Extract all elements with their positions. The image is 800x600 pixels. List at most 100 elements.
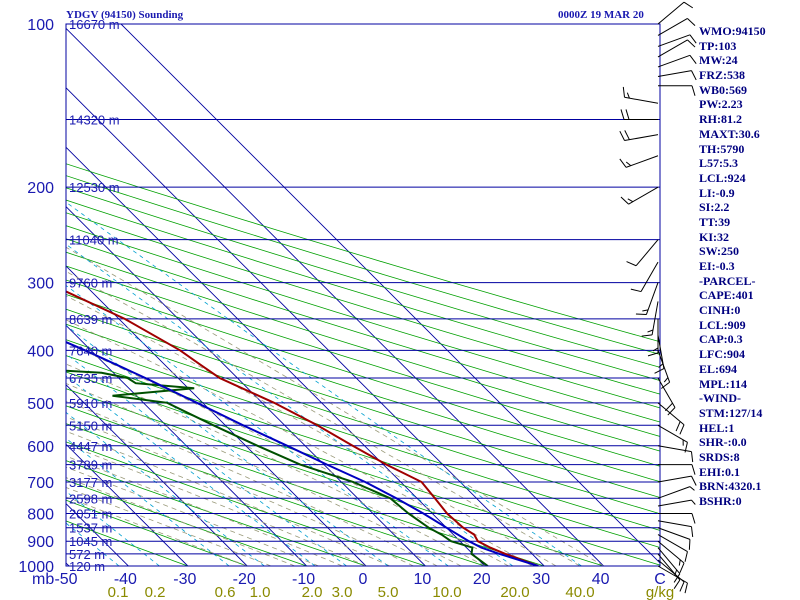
index-row: CAPE:401 (699, 288, 754, 303)
wind-barb-staff (628, 186, 659, 205)
height-label: 3177 m (69, 475, 112, 490)
moist-adiabat-line (66, 363, 485, 566)
wind-barb-staff (657, 499, 692, 507)
height-label: 16670 m (69, 17, 120, 32)
wind-barb (658, 85, 696, 96)
wind-barb-staff (657, 70, 692, 78)
sounding-time: 0000Z 19 MAR 20 (558, 9, 644, 21)
index-row: PW:2.23 (699, 97, 743, 112)
wind-barb-flag (654, 368, 665, 374)
index-row: MW:24 (699, 53, 738, 68)
wind-barb-staff (657, 18, 688, 36)
wind-barb-flag (647, 329, 654, 333)
wind-barb-staff (657, 377, 676, 408)
wind-barb-flag (674, 569, 678, 576)
mixing-ratio-label: 0.6 (215, 584, 236, 600)
wind-barb (657, 553, 681, 589)
index-row: CAP:0.3 (699, 332, 743, 347)
mixing-ratio-label: g/kg (646, 584, 674, 600)
wind-barb-flag (684, 442, 688, 453)
wind-barb-staff (657, 34, 691, 47)
wind-barb-staff (625, 155, 659, 168)
height-label: 9760 m (69, 276, 112, 291)
height-label: 8639 m (69, 312, 112, 327)
wind-barb-flag (691, 70, 697, 81)
wind-barb-staff (640, 261, 659, 292)
wind-barb-flag (641, 334, 653, 337)
wind-barb (657, 445, 694, 463)
wind-barb-flag (630, 288, 642, 293)
temperature-tick-label: -30 (173, 571, 196, 588)
isotherm-line (66, 384, 248, 566)
isotherm-line (66, 324, 307, 566)
index-row: BSHR:0 (699, 494, 742, 508)
wind-barb-flag (689, 34, 697, 44)
moist-adiabat-line (66, 430, 390, 566)
wind-barb (658, 512, 696, 524)
temperature-tick-label: -20 (233, 571, 256, 588)
wind-barb (658, 464, 696, 475)
pressure-tick-label: 200 (27, 180, 54, 197)
pressure-tick-label: 500 (27, 396, 54, 413)
wind-barb-staff (657, 402, 685, 426)
dry-adiabat-line (66, 339, 660, 531)
wind-barb-flag (667, 407, 676, 416)
wind-barb-flag (688, 539, 691, 550)
index-row: SHR-:0.0 (699, 435, 747, 450)
wind-barb-staff (624, 134, 659, 142)
wind-barb-staff (657, 1, 685, 25)
isotherm-line (120, 24, 660, 564)
pressure-tick-label: 600 (27, 439, 54, 456)
index-row: FRZ:538 (699, 68, 745, 83)
indices-panel: WMO:94150 TP:103 MW:24 FRZ:538 WB0:569 PW:2.2… (699, 24, 799, 509)
mixing-ratio-label: 0.2 (145, 584, 166, 600)
wind-barb-flag (678, 559, 681, 566)
dry-adiabat-line (66, 187, 660, 368)
index-row: HEL:1 (699, 420, 735, 435)
dry-adiabat-line (66, 175, 660, 355)
pressure-axis-label: mb (32, 571, 54, 588)
wind-barb-flag (689, 486, 695, 491)
wind-barb-flag (690, 526, 694, 538)
moist-adiabat-line (66, 477, 295, 566)
wind-barb (657, 499, 696, 507)
isotherm-line (66, 146, 486, 566)
index-row: KI:32 (699, 229, 729, 244)
wind-barb-flag (679, 581, 685, 592)
wind-barb (657, 486, 695, 499)
pressure-tick-label: 700 (27, 475, 54, 492)
height-label: 2598 m (69, 491, 112, 506)
wind-barb (654, 335, 665, 374)
wind-barb-flag (691, 464, 696, 475)
height-label: 1537 m (69, 521, 112, 536)
temperature-tick-label: 40 (592, 571, 610, 588)
wind-barb-staff (657, 424, 688, 443)
wind-barb-flag (683, 1, 694, 9)
wind-barb-flag (663, 377, 669, 383)
wind-barb (657, 475, 697, 486)
dry-adiabat-line (66, 251, 660, 437)
index-row: MAXT:30.6 (699, 126, 760, 141)
wind-barb-flag (675, 421, 681, 432)
dry-adiabat-line (66, 212, 660, 395)
parcel-path (66, 341, 539, 566)
background-grid (66, 24, 660, 566)
height-label: 7640 m (69, 343, 112, 358)
height-label: 120 m (69, 559, 105, 574)
wind-barb-flag (679, 424, 685, 435)
temperature-tick-label: -10 (292, 571, 315, 588)
wind-barb-flag (635, 313, 647, 316)
wind-barb-flag (691, 499, 696, 505)
height-label: 14320 m (69, 112, 120, 127)
wind-barb (657, 54, 697, 68)
wind-barb-flag (642, 309, 649, 312)
mixing-ratio-label: 10.0 (432, 584, 461, 600)
wind-barb-staff (651, 301, 659, 336)
index-row: CINH:0 (699, 303, 741, 318)
wind-barb-flag (691, 85, 696, 96)
index-row: BRN:4320.1 (699, 479, 762, 494)
wind-barb-flag (627, 198, 634, 203)
wind-barb (657, 402, 685, 435)
wind-barb (626, 239, 659, 267)
height-label: 1045 m (69, 534, 112, 549)
